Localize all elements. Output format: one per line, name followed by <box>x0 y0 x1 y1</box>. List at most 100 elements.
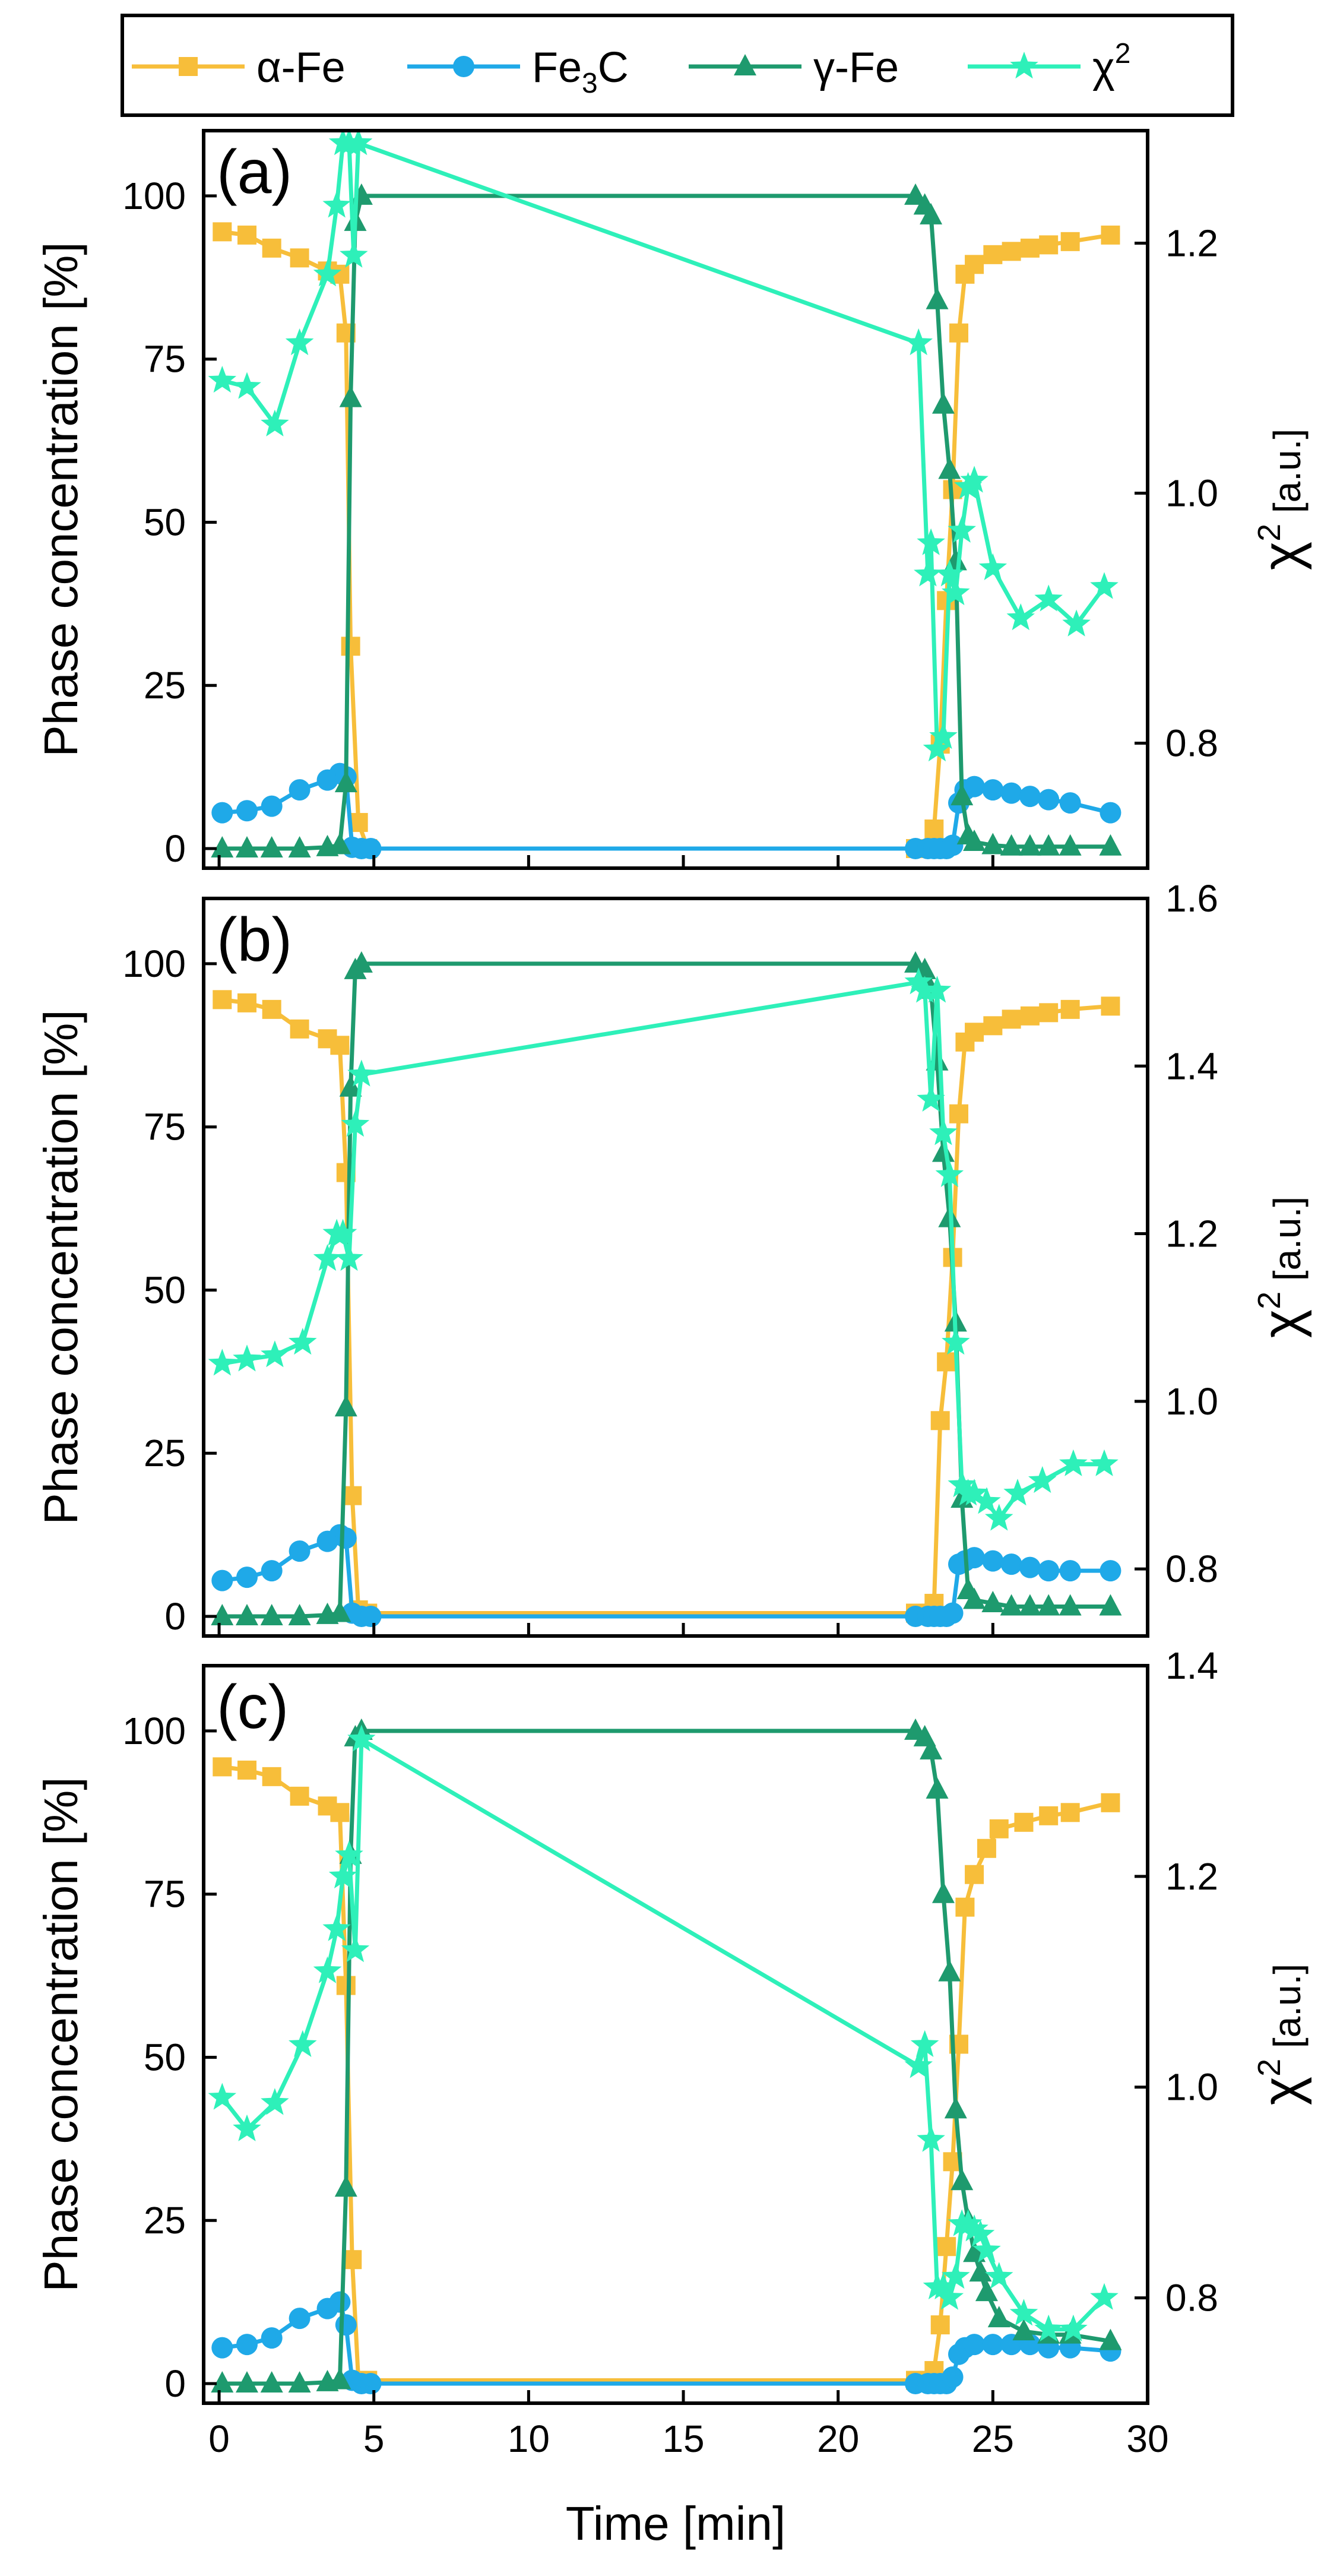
data-point-chi2 <box>948 1470 976 1498</box>
y-left-tick-label: 0 <box>164 1595 186 1638</box>
data-point-chi2 <box>322 191 351 218</box>
panel-label: (b) <box>217 906 292 974</box>
data-point-alpha-fe <box>937 2237 956 2257</box>
x-tick-label: 25 <box>972 2417 1014 2460</box>
data-point-chi2 <box>208 366 237 393</box>
data-point-gamma-fe <box>938 1960 961 1982</box>
data-point-gamma-fe <box>328 1600 351 1622</box>
data-point-alpha-fe <box>924 819 944 839</box>
data-point-alpha-fe <box>330 1036 350 1055</box>
data-point-alpha-fe <box>1101 225 1120 245</box>
data-point-alpha-fe <box>1002 242 1021 261</box>
data-point-chi2 <box>1059 2314 1088 2341</box>
data-point-alpha-fe <box>1014 1812 1034 1832</box>
legend-marker <box>453 56 474 77</box>
data-point-chi2 <box>972 1487 1001 1514</box>
data-point-alpha-fe <box>1020 238 1040 258</box>
series-line-chi2 <box>221 980 1104 1521</box>
data-point-chi2 <box>929 2272 958 2300</box>
data-point-alpha-fe <box>237 225 256 245</box>
data-point-gamma-fe <box>1099 1594 1122 1616</box>
data-point-fe3c <box>1059 792 1081 814</box>
data-point-fe3c <box>335 2314 357 2336</box>
panel-b: 0 25 50 75 100 0.8 1.0 1.2 1.4 1.6 (b) Phase concen… <box>34 877 1312 1638</box>
data-point-chi2 <box>313 1956 342 1983</box>
data-point-chi2 <box>985 2262 1013 2289</box>
x-tick-label: 20 <box>817 2417 859 2460</box>
data-point-chi2 <box>942 2262 970 2289</box>
data-point-alpha-fe <box>1002 1009 1021 1029</box>
data-point-chi2 <box>960 2214 989 2242</box>
y-left-axis-label: Phase concentration [%] <box>34 242 87 757</box>
plot-area <box>208 951 1122 1628</box>
data-point-fe3c <box>236 1567 258 1588</box>
y-left-tick-label: 0 <box>164 2362 186 2405</box>
data-point-gamma-fe <box>288 2371 311 2393</box>
data-point-alpha-fe <box>1039 1003 1059 1023</box>
data-point-chi2 <box>904 2051 933 2078</box>
plot-frame <box>202 129 1149 870</box>
data-point-gamma-fe <box>211 836 234 858</box>
plot-frame <box>202 897 1149 1638</box>
data-point-gamma-fe <box>334 2175 357 2197</box>
x-tick-label: 5 <box>363 2417 385 2460</box>
data-point-fe3c <box>236 800 258 822</box>
legend-item-fe3c: Fe3C <box>407 44 629 99</box>
data-point-chi2 <box>261 2088 289 2115</box>
data-point-chi2 <box>1003 1479 1032 1506</box>
data-point-chi2 <box>233 372 261 399</box>
data-point-fe3c <box>942 1602 964 1624</box>
data-point-fe3c <box>261 1560 283 1582</box>
data-point-alpha-fe <box>237 1760 256 1780</box>
data-point-fe3c <box>211 802 233 824</box>
data-point-chi2 <box>322 1914 351 1941</box>
data-point-fe3c <box>261 2327 283 2349</box>
legend-label: γ-Fe <box>813 44 899 91</box>
data-point-chi2 <box>208 2083 237 2110</box>
data-point-alpha-fe <box>213 990 232 1009</box>
data-point-chi2 <box>942 1328 970 1355</box>
data-point-chi2 <box>1006 603 1035 631</box>
data-point-chi2 <box>335 1840 363 1868</box>
legend-marker <box>734 54 756 75</box>
data-point-chi2 <box>960 1479 989 1506</box>
data-point-chi2 <box>935 559 964 587</box>
y-left-tick-label: 25 <box>144 664 186 707</box>
data-point-alpha-fe <box>330 1803 350 1822</box>
data-point-fe3c <box>982 1550 1004 1572</box>
data-point-fe3c <box>289 2308 311 2330</box>
data-point-gamma-fe <box>932 1140 955 1162</box>
data-point-chi2 <box>948 515 976 543</box>
data-point-chi2 <box>978 553 1007 580</box>
data-point-fe3c <box>1059 1560 1081 1582</box>
y-right-tick-label: 1.2 <box>1165 1213 1218 1255</box>
data-point-fe3c <box>1100 802 1121 824</box>
data-point-chi2 <box>340 240 368 268</box>
data-point-fe3c <box>261 795 283 817</box>
y-right-tick-label: 1.0 <box>1165 471 1218 514</box>
data-point-chi2 <box>208 1349 237 1376</box>
data-point-alpha-fe <box>213 1757 232 1777</box>
data-point-chi2 <box>1028 1466 1057 1493</box>
data-point-chi2 <box>904 967 933 995</box>
data-point-alpha-fe <box>949 323 968 343</box>
data-point-alpha-fe <box>1101 1793 1120 1812</box>
data-point-chi2 <box>233 2114 261 2141</box>
series-gamma-fe <box>211 183 1122 858</box>
data-point-gamma-fe <box>969 2260 992 2282</box>
data-point-alpha-fe <box>1039 235 1059 255</box>
data-point-gamma-fe <box>1059 834 1082 856</box>
data-point-fe3c <box>360 838 382 860</box>
data-point-gamma-fe <box>981 1591 1005 1613</box>
x-axis-label: Time [min] <box>566 2497 785 2550</box>
data-point-gamma-fe <box>235 836 258 858</box>
data-point-gamma-fe <box>920 202 943 224</box>
legend-label: χ2 <box>1092 38 1131 91</box>
data-point-chi2 <box>935 2283 964 2310</box>
data-point-gamma-fe <box>1012 2319 1035 2341</box>
y-right-tick-label: 1.6 <box>1165 877 1218 920</box>
data-point-chi2 <box>960 466 989 493</box>
data-point-gamma-fe <box>951 2169 974 2191</box>
data-point-alpha-fe <box>983 245 1003 264</box>
